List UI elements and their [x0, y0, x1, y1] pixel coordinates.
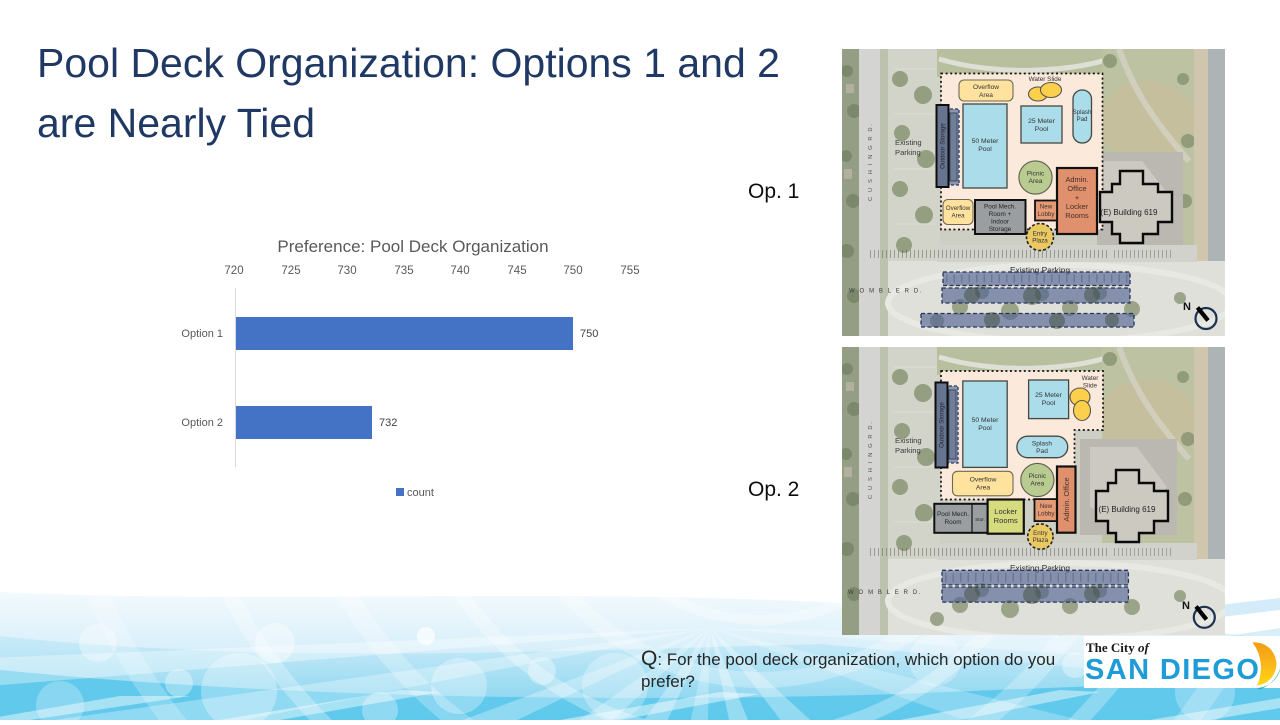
svg-text:Room: Room	[944, 519, 961, 526]
svg-text:25 Meter: 25 Meter	[1028, 118, 1056, 125]
svg-text:Slide: Slide	[1083, 383, 1098, 390]
svg-text:Area: Area	[951, 213, 965, 220]
svg-text:Pad: Pad	[1076, 116, 1088, 123]
svg-text:Outdoor Storage: Outdoor Storage	[939, 402, 946, 448]
svg-text:Admin.: Admin.	[1065, 175, 1088, 184]
svg-text:Water: Water	[1082, 375, 1100, 382]
svg-text:Pool Mech.: Pool Mech.	[937, 511, 969, 518]
svg-text:Plaza: Plaza	[1033, 537, 1049, 544]
svg-text:Pad: Pad	[1036, 448, 1048, 455]
svg-text:Pool: Pool	[978, 146, 992, 153]
svg-text:N: N	[1182, 600, 1190, 612]
svg-text:Area: Area	[979, 92, 993, 99]
svg-text:Entry: Entry	[1033, 530, 1048, 537]
svg-text:Existing: Existing	[895, 436, 922, 445]
svg-text:Entry: Entry	[1033, 231, 1048, 238]
svg-text:Locker: Locker	[994, 507, 1017, 516]
svg-text:Lobby: Lobby	[1038, 211, 1056, 218]
svg-text:Locker: Locker	[1066, 202, 1089, 211]
svg-text:Area: Area	[976, 485, 991, 492]
svg-text:Overflow: Overflow	[973, 84, 999, 91]
svg-text:Existing: Existing	[895, 138, 922, 147]
svg-text:W O M B L E R D.: W O M B L E R D.	[848, 590, 922, 596]
svg-text:Splash: Splash	[1032, 441, 1052, 448]
svg-text:Lobby: Lobby	[1038, 511, 1056, 518]
svg-text:Admin. Office: Admin. Office	[1062, 477, 1071, 521]
svg-text:Overflow: Overflow	[946, 205, 971, 212]
svg-text:Picnic: Picnic	[1029, 473, 1047, 480]
svg-text:W O M B L E R D.: W O M B L E R D.	[849, 289, 923, 295]
svg-text:Area: Area	[1030, 481, 1044, 488]
svg-text:Pool: Pool	[1035, 126, 1049, 133]
svg-text:50 Meter: 50 Meter	[972, 417, 1000, 424]
svg-text:(E) Building 619: (E) Building 619	[1101, 208, 1158, 217]
svg-text:Outdoor Storage: Outdoor Storage	[940, 123, 947, 169]
svg-text:Water Slide: Water Slide	[1029, 76, 1062, 83]
svg-text:Office: Office	[1067, 184, 1086, 193]
svg-text:New: New	[1040, 204, 1053, 211]
svg-text:Pool: Pool	[978, 425, 992, 432]
svg-text:N: N	[1183, 301, 1191, 313]
svg-text:C U S H I N G R D.: C U S H I N G R D.	[868, 421, 874, 499]
svg-text:Picnic: Picnic	[1027, 171, 1045, 178]
svg-text:Plaza: Plaza	[1032, 238, 1048, 245]
svg-text:Stor.: Stor.	[975, 517, 985, 523]
svg-text:Pool Mech.: Pool Mech.	[984, 204, 1016, 211]
svg-text:Storage: Storage	[989, 226, 1012, 233]
svg-text:+: +	[1075, 193, 1079, 202]
svg-text:C U S H I N G R D.: C U S H I N G R D.	[868, 123, 874, 201]
svg-text:Existing Parking: Existing Parking	[1010, 265, 1070, 275]
svg-text:25 Meter: 25 Meter	[1035, 392, 1063, 399]
svg-text:Area: Area	[1029, 178, 1043, 185]
svg-text:New: New	[1040, 503, 1053, 510]
svg-text:Room +: Room +	[989, 211, 1012, 218]
svg-text:Parking: Parking	[895, 148, 921, 157]
svg-text:Existing Parking: Existing Parking	[1010, 563, 1070, 573]
svg-text:(E) Building 619: (E) Building 619	[1099, 505, 1156, 514]
svg-text:Splash: Splash	[1073, 109, 1092, 116]
svg-text:Indoor: Indoor	[991, 219, 1010, 226]
svg-text:Rooms: Rooms	[994, 516, 1018, 525]
svg-text:Rooms: Rooms	[1065, 211, 1089, 220]
svg-text:Overflow: Overflow	[970, 477, 997, 484]
svg-text:Parking: Parking	[895, 446, 921, 455]
svg-text:Pool: Pool	[1042, 400, 1056, 407]
svg-text:50 Meter: 50 Meter	[972, 138, 1000, 145]
